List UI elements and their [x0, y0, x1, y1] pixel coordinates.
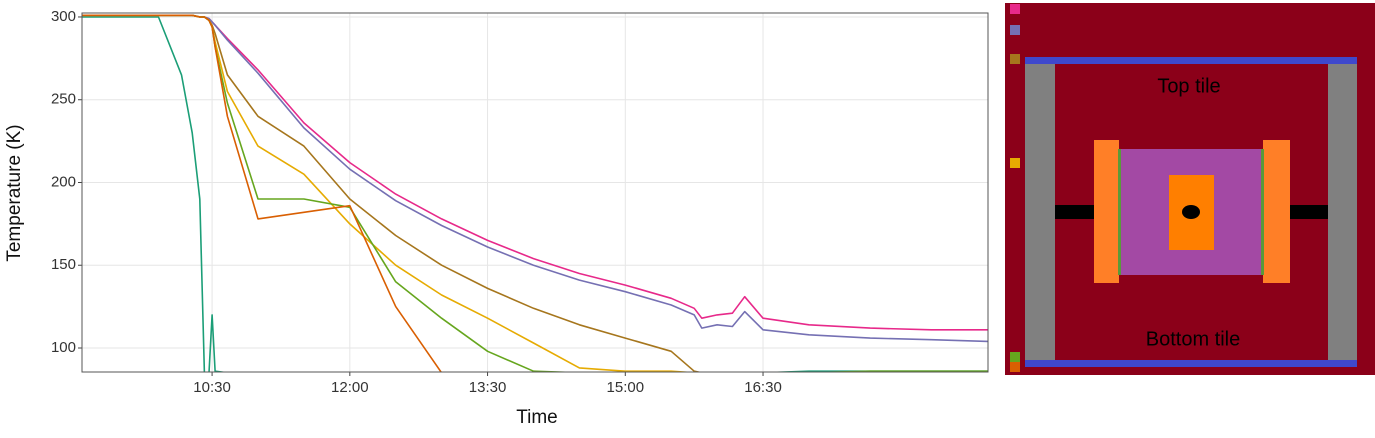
y-tick-label: 250 — [51, 91, 76, 108]
color-key — [1010, 158, 1020, 168]
color-key — [1010, 25, 1020, 35]
series-line — [82, 14, 988, 372]
right-rod — [1290, 205, 1328, 219]
left-block — [1094, 140, 1119, 283]
left-strip — [1118, 149, 1121, 275]
y-tick-label: 100 — [51, 339, 76, 356]
series-line — [82, 14, 988, 372]
diagram: Top tile Bottom tile — [1005, 3, 1375, 375]
y-axis-label: Temperature (K) — [4, 124, 25, 261]
right-column — [1328, 64, 1357, 360]
left-column — [1025, 64, 1055, 360]
right-block — [1263, 140, 1290, 283]
x-tick-label: 13:30 — [469, 379, 507, 396]
x-tick-label: 15:00 — [607, 379, 645, 396]
top-bar — [1025, 57, 1357, 64]
series-line — [82, 14, 988, 372]
color-key — [1010, 362, 1020, 372]
x-tick-label: 16:30 — [744, 379, 782, 396]
x-tick-label: 10:30 — [193, 379, 231, 396]
series-line — [82, 14, 988, 372]
sample — [1182, 205, 1200, 219]
diagram-label: Top tile — [1157, 75, 1220, 97]
x-tick-label: 12:00 — [331, 379, 369, 396]
right-strip — [1261, 149, 1264, 275]
series-line — [82, 16, 988, 372]
color-key — [1010, 352, 1020, 362]
y-tick-label: 300 — [51, 8, 76, 25]
color-key — [1010, 4, 1020, 14]
color-key — [1010, 54, 1020, 64]
bottom-bar — [1025, 360, 1357, 367]
left-rod — [1055, 205, 1095, 219]
y-tick-label: 150 — [51, 256, 76, 273]
x-axis-label: Time — [516, 407, 558, 428]
diagram-label: Bottom tile — [1146, 328, 1240, 350]
y-tick-label: 200 — [51, 173, 76, 190]
plot-frame — [81, 12, 989, 373]
